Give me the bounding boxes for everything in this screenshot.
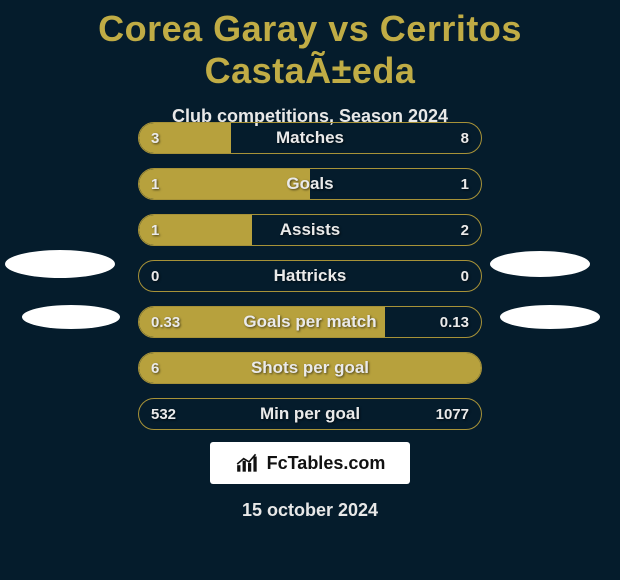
decor-ellipse <box>5 250 115 278</box>
stat-row: 11Goals <box>138 168 482 200</box>
stat-label: Hattricks <box>139 261 481 291</box>
stat-row: 6Shots per goal <box>138 352 482 384</box>
stat-label: Goals per match <box>139 307 481 337</box>
stat-row: 12Assists <box>138 214 482 246</box>
decor-ellipse <box>22 305 120 329</box>
stat-label: Min per goal <box>139 399 481 429</box>
stat-row: 38Matches <box>138 122 482 154</box>
stat-row: 00Hattricks <box>138 260 482 292</box>
date-label: 15 october 2024 <box>0 500 620 521</box>
chart-icon <box>235 452 261 474</box>
stat-label: Goals <box>139 169 481 199</box>
decor-ellipse <box>490 251 590 277</box>
stat-label: Matches <box>139 123 481 153</box>
decor-ellipse <box>500 305 600 329</box>
page-title: Corea Garay vs Cerritos CastaÃ±eda <box>0 0 620 92</box>
stat-label: Assists <box>139 215 481 245</box>
stat-label: Shots per goal <box>139 353 481 383</box>
watermark: FcTables.com <box>210 442 410 484</box>
stat-row: 5321077Min per goal <box>138 398 482 430</box>
comparison-chart: 38Matches 11Goals 12Assists 00Hattricks 0.33… <box>138 122 482 444</box>
watermark-text: FcTables.com <box>267 453 386 474</box>
stat-row: 0.330.13Goals per match <box>138 306 482 338</box>
